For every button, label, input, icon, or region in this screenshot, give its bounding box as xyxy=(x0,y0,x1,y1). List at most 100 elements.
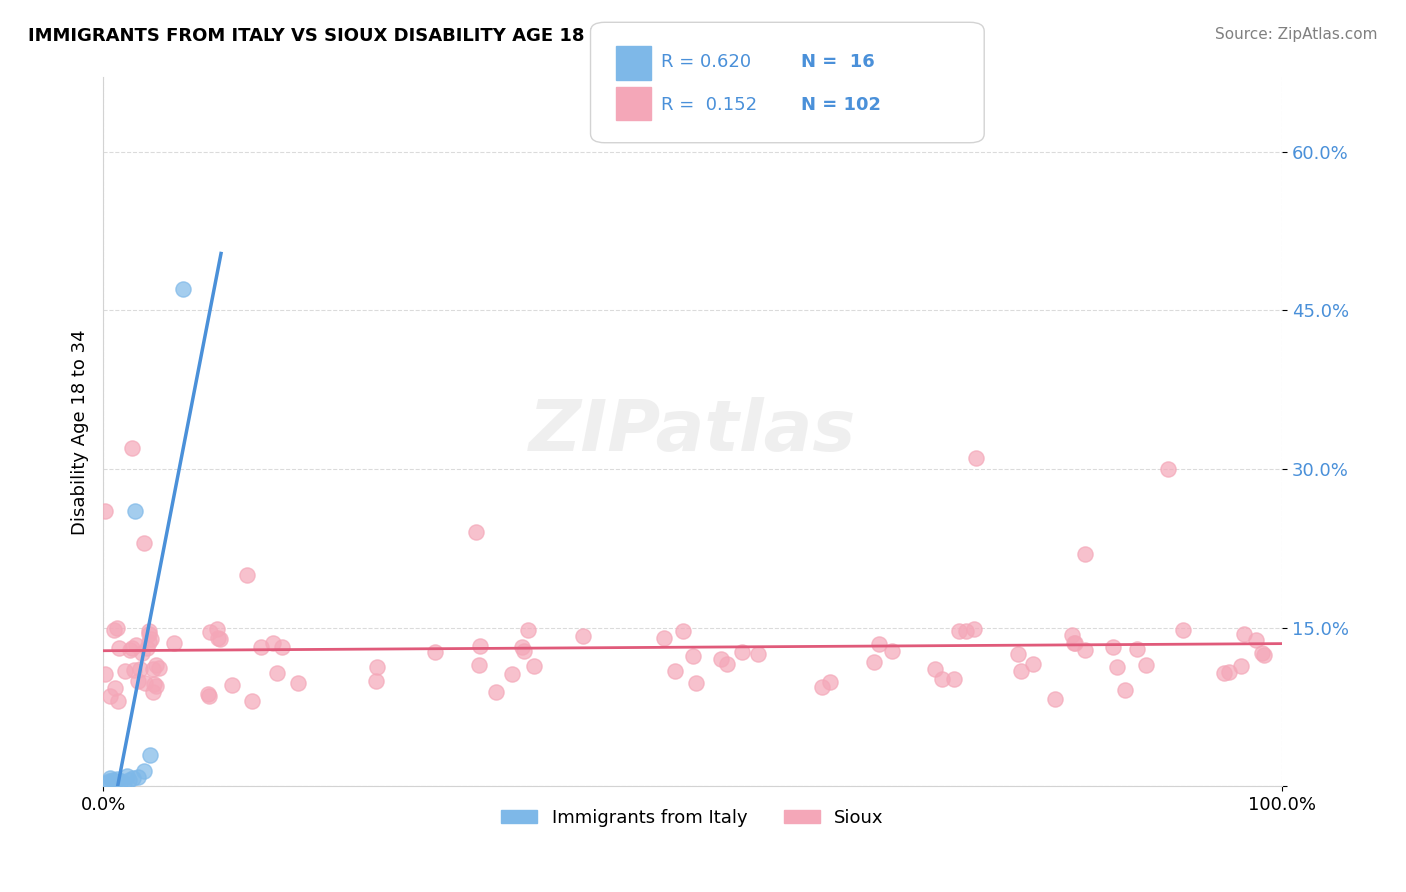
Sioux xyxy=(730,645,752,659)
Sioux xyxy=(942,672,965,686)
Sioux xyxy=(103,681,125,695)
Sioux xyxy=(465,525,488,540)
Sioux xyxy=(364,674,387,689)
Sioux xyxy=(138,624,160,638)
Sioux xyxy=(1074,547,1097,561)
Sioux xyxy=(1007,648,1029,662)
Sioux xyxy=(271,640,294,655)
Immigrants from Italy xyxy=(98,771,121,785)
Sioux xyxy=(1253,648,1275,662)
Sioux xyxy=(425,645,447,659)
Sioux xyxy=(1105,660,1128,674)
Legend: Immigrants from Italy, Sioux: Immigrants from Italy, Sioux xyxy=(494,802,891,834)
Sioux xyxy=(129,662,152,676)
Sioux xyxy=(512,640,534,655)
Sioux xyxy=(924,662,946,676)
Sioux xyxy=(572,628,595,642)
Sioux xyxy=(262,636,284,650)
Sioux xyxy=(955,624,977,639)
Immigrants from Italy xyxy=(112,776,135,790)
Immigrants from Italy xyxy=(124,504,146,518)
Sioux xyxy=(209,632,232,647)
Sioux xyxy=(108,641,131,656)
Sioux xyxy=(142,662,165,676)
Text: ZIPatlas: ZIPatlas xyxy=(529,398,856,467)
Sioux xyxy=(205,622,228,636)
Sioux xyxy=(138,635,160,649)
Text: IMMIGRANTS FROM ITALY VS SIOUX DISABILITY AGE 18 TO 34 CORRELATION CHART: IMMIGRANTS FROM ITALY VS SIOUX DISABILIT… xyxy=(28,27,872,45)
Sioux xyxy=(105,621,128,635)
Sioux xyxy=(148,660,170,674)
Sioux xyxy=(716,657,738,672)
Sioux xyxy=(1135,657,1157,672)
Sioux xyxy=(198,624,221,639)
Sioux xyxy=(103,623,125,637)
Sioux xyxy=(1126,642,1149,657)
Sioux xyxy=(266,666,288,681)
Immigrants from Italy xyxy=(134,764,156,778)
Sioux xyxy=(287,675,309,690)
Text: N =  16: N = 16 xyxy=(801,54,875,71)
Sioux xyxy=(1173,623,1195,637)
Sioux xyxy=(868,637,890,651)
Immigrants from Italy xyxy=(118,773,141,788)
Sioux xyxy=(122,664,145,678)
Sioux xyxy=(1060,627,1083,641)
Sioux xyxy=(685,676,707,690)
Immigrants from Italy xyxy=(105,772,128,786)
Sioux xyxy=(468,639,491,653)
Sioux xyxy=(1230,659,1253,673)
Sioux xyxy=(197,689,219,703)
Sioux xyxy=(131,646,153,660)
Sioux xyxy=(134,676,156,690)
Sioux xyxy=(1063,636,1085,650)
Sioux xyxy=(145,679,167,693)
Sioux xyxy=(141,632,163,647)
Sioux xyxy=(820,674,842,689)
Immigrants from Italy xyxy=(139,747,162,762)
Sioux xyxy=(107,694,129,708)
Sioux xyxy=(121,640,143,655)
Sioux xyxy=(682,648,704,663)
Immigrants from Italy xyxy=(110,774,132,789)
Text: N = 102: N = 102 xyxy=(801,96,882,114)
Y-axis label: Disability Age 18 to 34: Disability Age 18 to 34 xyxy=(72,329,89,535)
Sioux xyxy=(1102,640,1125,655)
Sioux xyxy=(138,627,160,641)
Sioux xyxy=(366,659,388,673)
Sioux xyxy=(249,640,271,655)
Sioux xyxy=(94,504,117,518)
Immigrants from Italy xyxy=(98,774,121,789)
Sioux xyxy=(965,451,987,466)
Sioux xyxy=(136,640,159,655)
Sioux xyxy=(1218,665,1240,680)
Sioux xyxy=(810,680,832,694)
Sioux xyxy=(1010,664,1032,678)
Sioux xyxy=(114,664,136,678)
Sioux xyxy=(197,687,219,701)
Sioux xyxy=(948,624,970,638)
Sioux xyxy=(94,667,117,681)
Sioux xyxy=(513,644,536,658)
Sioux xyxy=(672,624,695,638)
Sioux xyxy=(127,673,149,688)
Sioux xyxy=(467,658,489,673)
Immigrants from Italy xyxy=(101,773,124,788)
Sioux xyxy=(207,631,229,645)
Sioux xyxy=(1213,665,1236,680)
Sioux xyxy=(1156,462,1178,476)
Sioux xyxy=(142,677,165,691)
Sioux xyxy=(710,652,733,666)
Immigrants from Italy xyxy=(128,770,150,784)
Sioux xyxy=(963,622,986,636)
Immigrants from Italy xyxy=(121,771,143,785)
Sioux xyxy=(484,685,506,699)
Sioux xyxy=(1022,657,1045,671)
Sioux xyxy=(120,643,142,657)
Sioux xyxy=(1114,683,1136,698)
Sioux xyxy=(501,666,523,681)
Sioux xyxy=(221,678,243,692)
Sioux xyxy=(145,657,167,672)
Sioux xyxy=(747,647,769,661)
Sioux xyxy=(1250,646,1272,660)
